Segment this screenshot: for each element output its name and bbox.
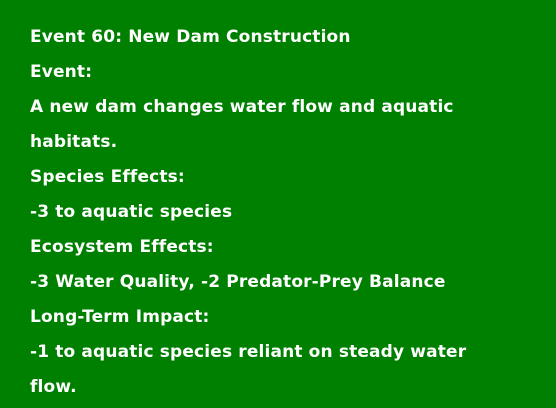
event-description-line-1: A new dam changes water flow and aquatic — [30, 97, 454, 117]
event-heading: Event: — [30, 62, 93, 82]
ecosystem-effects-heading: Ecosystem Effects: — [30, 237, 214, 257]
event-title: Event 60: New Dam Construction — [30, 27, 351, 47]
species-effects-heading: Species Effects: — [30, 167, 185, 187]
species-effects-text: -3 to aquatic species — [30, 202, 233, 222]
long-term-impact-line-1: -1 to aquatic species reliant on steady … — [30, 342, 467, 362]
ecosystem-effects-text: -3 Water Quality, -2 Predator-Prey Balan… — [30, 272, 446, 292]
long-term-impact-heading: Long-Term Impact: — [30, 307, 210, 327]
long-term-impact-line-2: flow. — [30, 377, 77, 397]
event-description-line-2: habitats. — [30, 132, 118, 152]
